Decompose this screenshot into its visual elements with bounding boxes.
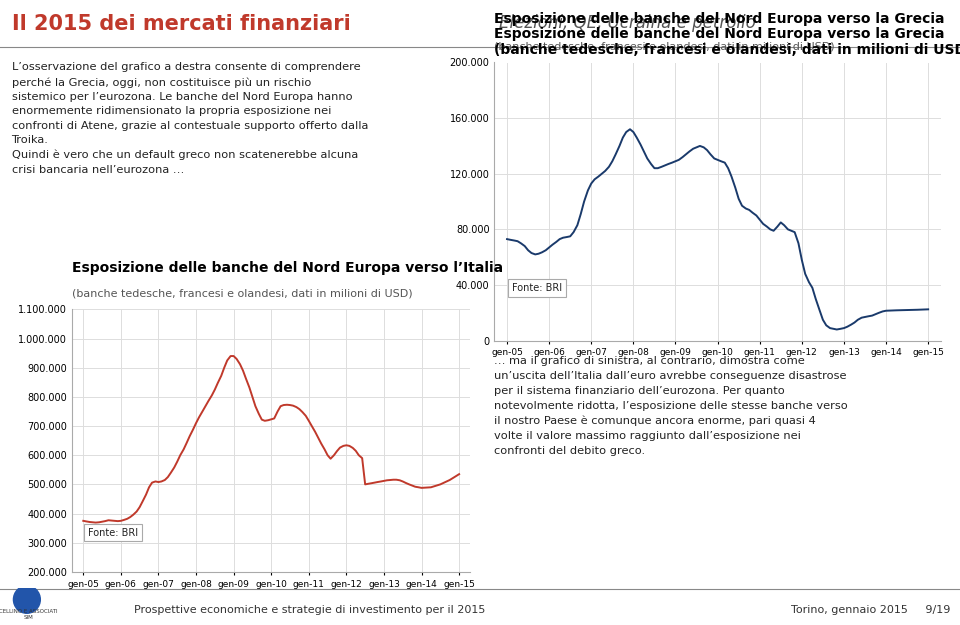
Text: (banche tedesche, francesi e olandesi, dati in milioni di USD): (banche tedesche, francesi e olandesi, d… — [72, 289, 413, 299]
Text: L’osservazione del grafico a destra consente di comprendere
perché la Grecia, og: L’osservazione del grafico a destra cons… — [12, 62, 368, 175]
Text: Elezioni, QE, Ucraina e petrolio: Elezioni, QE, Ucraina e petrolio — [499, 14, 756, 32]
Text: Esposizione delle banche del Nord Europa verso l’Italia: Esposizione delle banche del Nord Europa… — [72, 261, 503, 275]
Text: Il 2015 dei mercati finanziari: Il 2015 dei mercati finanziari — [12, 14, 350, 34]
Text: Fonte: BRI: Fonte: BRI — [513, 282, 563, 292]
Text: Esposizione delle banche del Nord Europa verso la Grecia: Esposizione delle banche del Nord Europa… — [494, 12, 945, 26]
Text: Prospettive economiche e strategie di investimento per il 2015: Prospettive economiche e strategie di in… — [134, 604, 486, 614]
Text: … ma il grafico di sinistra, al contrario, dimostra come
un’uscita dell’Italia d: … ma il grafico di sinistra, al contrari… — [494, 356, 848, 456]
Text: Torino, gennaio 2015     9/19: Torino, gennaio 2015 9/19 — [791, 604, 950, 614]
Ellipse shape — [13, 586, 40, 613]
Text: CELLINO E ASSOCIATI
SIM: CELLINO E ASSOCIATI SIM — [0, 609, 59, 620]
Text: (banche tedesche, francesi e olandesi, dati in milioni di USD): (banche tedesche, francesi e olandesi, d… — [494, 41, 835, 51]
Text: Esposizione delle banche del Nord Europa verso la Grecia
(banche tedesche, franc: Esposizione delle banche del Nord Europa… — [494, 27, 960, 57]
Text: Fonte: BRI: Fonte: BRI — [88, 528, 138, 538]
